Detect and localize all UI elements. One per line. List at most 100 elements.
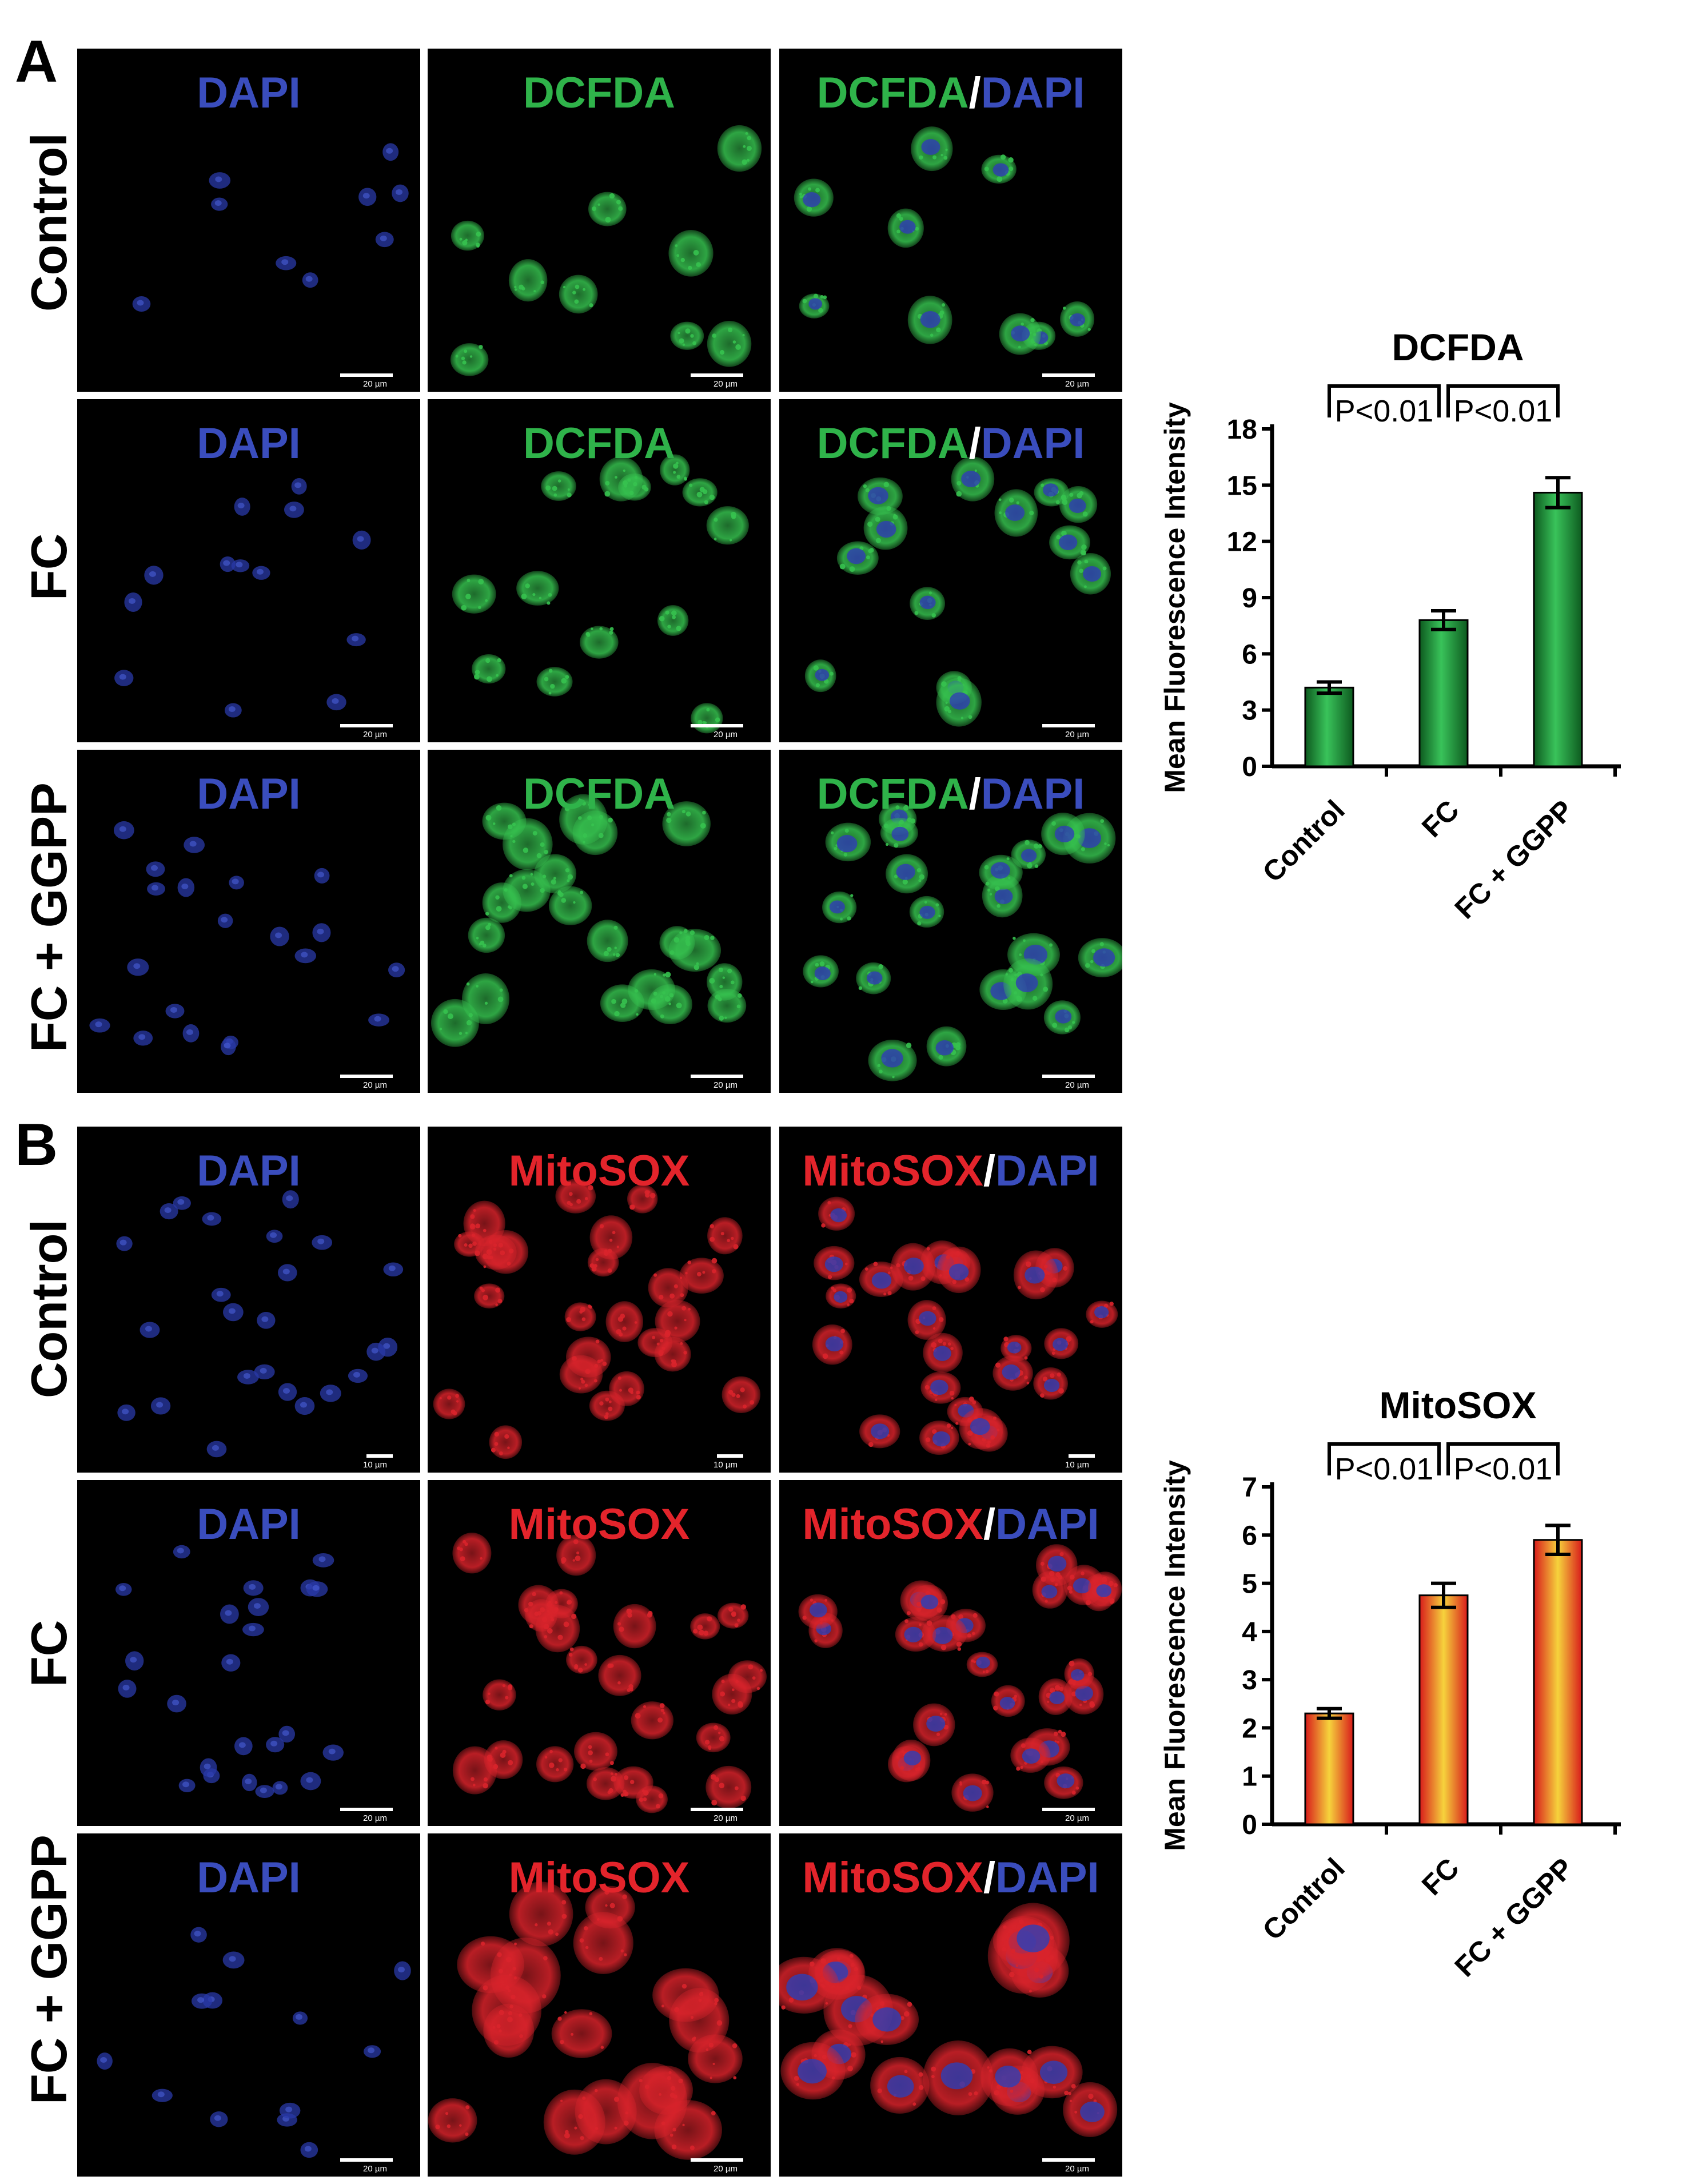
scale-bar-label: 20 µm bbox=[363, 1813, 387, 1823]
cell bbox=[994, 489, 1038, 537]
bar bbox=[1533, 491, 1583, 767]
cell bbox=[278, 1264, 297, 1282]
cell bbox=[177, 878, 195, 897]
scale-bar-label: 20 µm bbox=[1065, 2164, 1089, 2174]
cell bbox=[209, 172, 231, 189]
cell bbox=[433, 1389, 465, 1419]
scale-bar bbox=[691, 724, 743, 727]
cell bbox=[870, 2056, 930, 2114]
cell bbox=[655, 1300, 700, 1343]
scale-bar-label: 20 µm bbox=[1065, 730, 1089, 739]
cell bbox=[114, 670, 134, 686]
merge-label-a: MitoSOX bbox=[802, 1147, 983, 1195]
cell bbox=[255, 1785, 274, 1799]
merge-label-slash: / bbox=[968, 69, 981, 117]
cell bbox=[234, 498, 250, 516]
cell bbox=[559, 794, 608, 845]
cell bbox=[117, 1404, 135, 1421]
cell bbox=[880, 817, 918, 848]
cell bbox=[472, 654, 506, 684]
bar bbox=[1304, 686, 1354, 767]
cells-layer bbox=[115, 1545, 344, 1799]
significance-bracket bbox=[1328, 384, 1441, 417]
cell bbox=[518, 1585, 559, 1625]
cell bbox=[907, 296, 952, 344]
merge-label-a: MitoSOX bbox=[802, 1500, 983, 1549]
cell bbox=[254, 1364, 275, 1380]
cell bbox=[1078, 938, 1122, 977]
micrograph-a-fc-dcfda: DCFDA 20 µm bbox=[428, 399, 771, 742]
cell bbox=[217, 913, 233, 928]
cell bbox=[707, 989, 747, 1023]
micrograph-b-fc-merge: MitoSOX/DAPI 20 µm bbox=[779, 1480, 1122, 1826]
cell bbox=[276, 256, 297, 270]
cell bbox=[588, 192, 627, 226]
cell bbox=[891, 1739, 931, 1781]
scale-bar-label: 20 µm bbox=[714, 379, 738, 389]
cell bbox=[909, 896, 944, 928]
cell bbox=[536, 1746, 574, 1783]
cell bbox=[516, 571, 559, 606]
cell bbox=[613, 1604, 656, 1649]
scale-bar bbox=[1069, 1454, 1095, 1458]
y-tick-label: 6 bbox=[1242, 1521, 1257, 1551]
cell bbox=[178, 1779, 196, 1792]
cell bbox=[118, 1680, 137, 1698]
cell bbox=[388, 962, 405, 978]
merge-label-b: DAPI bbox=[995, 1853, 1099, 1902]
cell bbox=[1011, 840, 1046, 869]
y-axis-label: Mean Fluorescence Intensity bbox=[1159, 402, 1191, 793]
cell bbox=[1043, 1000, 1081, 1035]
y-tick-label: 2 bbox=[1242, 1713, 1257, 1744]
cell bbox=[1010, 1737, 1051, 1773]
cell bbox=[891, 1243, 935, 1291]
scale-bar bbox=[717, 1454, 743, 1458]
cell bbox=[160, 1203, 178, 1220]
cell bbox=[690, 1613, 720, 1640]
micrograph-b-fc-dapi: DAPI 20 µm bbox=[77, 1480, 420, 1826]
dcfda-bar-chart: DCFDA Mean Fluorescence Intensity 0 3 6 9 12 15… bbox=[1159, 326, 1621, 925]
cell bbox=[223, 1303, 244, 1322]
y-tick-label: 6 bbox=[1242, 639, 1257, 670]
stain-label: DAPI bbox=[197, 69, 301, 117]
cell bbox=[489, 1425, 523, 1459]
cell bbox=[804, 659, 836, 693]
cells-layer bbox=[803, 802, 1122, 1081]
micrograph-a-fc-dapi: DAPI 20 µm bbox=[77, 399, 420, 742]
cell bbox=[1038, 1678, 1073, 1715]
cell bbox=[1001, 1335, 1032, 1362]
significance-label: P<0.01 bbox=[1335, 394, 1434, 428]
bar bbox=[1418, 619, 1469, 767]
cell bbox=[431, 998, 479, 1047]
merge-label-b: DAPI bbox=[980, 419, 1085, 468]
cell bbox=[392, 184, 409, 202]
cell bbox=[920, 1371, 961, 1404]
y-tick-label: 9 bbox=[1242, 583, 1257, 614]
cell bbox=[706, 506, 749, 545]
cell bbox=[794, 178, 834, 217]
cell bbox=[548, 886, 592, 925]
cell bbox=[598, 1654, 641, 1696]
cell bbox=[605, 1301, 644, 1342]
cells-layer bbox=[798, 1544, 1122, 1812]
cell bbox=[691, 703, 723, 734]
cell bbox=[818, 1196, 855, 1231]
cell bbox=[1070, 553, 1111, 595]
stain-label: DCFDA/DAPI bbox=[779, 422, 1122, 466]
scale-bar bbox=[1042, 724, 1095, 727]
cell bbox=[679, 1258, 724, 1294]
cell bbox=[1044, 1328, 1079, 1359]
cell bbox=[545, 1589, 578, 1618]
cell bbox=[294, 1397, 315, 1415]
cell bbox=[150, 1397, 171, 1415]
scale-bar bbox=[1042, 2158, 1095, 2162]
cell bbox=[482, 802, 527, 840]
cell bbox=[167, 1694, 186, 1713]
cell bbox=[966, 1652, 998, 1677]
stain-label: MitoSOX bbox=[508, 1853, 690, 1902]
cell bbox=[241, 1773, 257, 1792]
merge-label-a: MitoSOX bbox=[802, 1853, 983, 1902]
cell bbox=[707, 1217, 743, 1255]
micrograph-a-fcggpp-dapi: DAPI 20 µm bbox=[77, 750, 420, 1093]
cell bbox=[662, 801, 711, 846]
